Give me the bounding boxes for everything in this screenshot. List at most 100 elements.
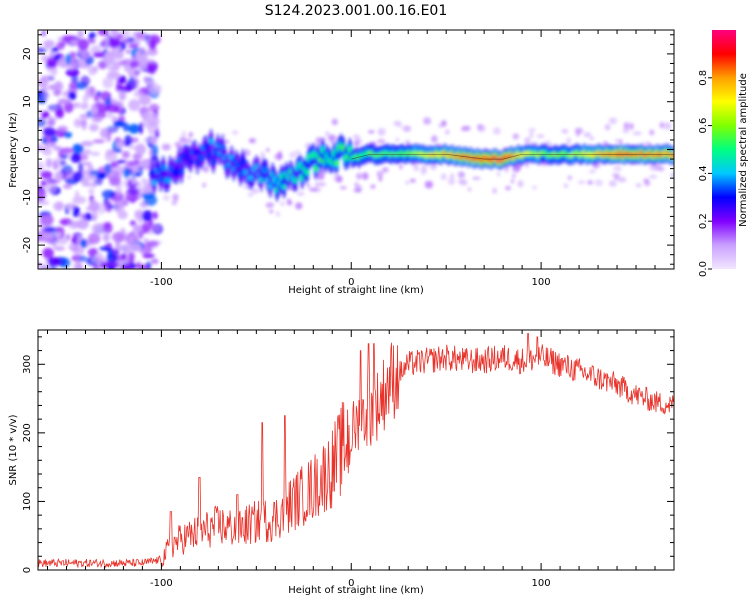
noise-blob	[110, 127, 116, 133]
ridge-speckle	[409, 178, 416, 183]
ridge-speckle	[441, 120, 447, 127]
noise-blob	[53, 145, 62, 151]
noise-blob	[135, 143, 146, 156]
ridge-speckle	[289, 151, 297, 158]
noise-blob	[91, 212, 98, 219]
noise-blob	[82, 161, 92, 166]
noise-blob	[57, 98, 72, 105]
colorbar-label: Normalized spectral amplitude	[738, 73, 749, 227]
ridge-speckle	[450, 173, 454, 179]
noise-blob	[83, 212, 93, 222]
noise-blob	[76, 218, 89, 230]
noise-blob	[104, 150, 118, 162]
noise-blob	[122, 199, 129, 206]
noise-blob	[52, 157, 66, 169]
heatmap-ylabel: Frequency (Hz)	[8, 112, 19, 188]
noise-blob	[112, 60, 121, 69]
heatmap-blobs	[38, 30, 674, 269]
ridge-speckle	[251, 188, 260, 194]
noise-blob	[38, 47, 47, 54]
noise-blob	[81, 176, 90, 187]
ridge-speckle	[379, 130, 384, 136]
heatmap-xlabel: Height of straight line (km)	[288, 285, 424, 296]
noise-blob	[99, 91, 111, 101]
heatmap-xtick-label: -100	[150, 277, 173, 288]
noise-blob	[42, 247, 54, 259]
noise-blob	[72, 205, 77, 218]
noise-blob	[131, 177, 137, 184]
noise-blob	[98, 61, 107, 70]
noise-blob	[142, 253, 155, 259]
noise-blob	[148, 39, 157, 50]
noise-blob	[40, 180, 47, 187]
noise-blob	[118, 91, 127, 101]
ridge-speckle	[512, 173, 516, 179]
noise-blob	[78, 213, 85, 218]
ridge-cell	[238, 171, 244, 178]
noise-blob	[120, 253, 127, 261]
noise-blob	[88, 200, 100, 213]
noise-blob	[80, 239, 87, 248]
noise-blob	[91, 111, 96, 123]
noise-blob	[104, 53, 115, 66]
ridge-speckle	[295, 202, 303, 210]
ridge-speckle	[472, 176, 481, 180]
noise-blob	[38, 142, 43, 147]
ridge-speckle	[577, 180, 586, 185]
ridge-speckle	[496, 171, 501, 177]
noise-blob	[70, 153, 82, 163]
noise-blob	[111, 231, 126, 243]
ridge-speckle	[354, 182, 359, 188]
snr-ytick-label: 100	[22, 492, 33, 511]
noise-blob	[41, 30, 46, 37]
noise-blob	[123, 167, 131, 179]
heatmap-xtick-label: 0	[348, 277, 354, 288]
noise-blob	[138, 47, 146, 56]
colorbar: 0.0 0.2 0.4 0.6 0.8 Normalized spectral ampl…	[698, 30, 749, 277]
noise-blob	[134, 172, 141, 177]
ridge-speckle	[327, 134, 337, 142]
noise-blob	[136, 264, 151, 269]
noise-blob	[77, 30, 84, 39]
noise-blob	[129, 243, 142, 252]
ridge-speckle	[587, 180, 594, 185]
noise-blob	[72, 196, 87, 205]
noise-blob	[142, 111, 155, 119]
heatmap-xtick-label: 100	[532, 277, 551, 288]
ridge-speckle	[604, 124, 611, 131]
colorbar-tick-label: 0.4	[698, 165, 709, 181]
ridge-speckle	[528, 128, 536, 132]
noise-blob	[115, 184, 123, 197]
noise-blob	[124, 134, 133, 147]
noise-blob	[74, 190, 80, 200]
noise-blob	[129, 60, 140, 69]
ridge-speckle	[583, 132, 592, 138]
ridge-speckle	[162, 195, 170, 201]
noise-blob	[38, 146, 47, 152]
ridge-speckle	[431, 136, 436, 143]
snr-ylabel: SNR (10 * v/v)	[8, 414, 19, 485]
ridge-speckle	[643, 178, 650, 183]
heatmap-ytick-label: 20	[22, 48, 33, 61]
ridge-speckle	[336, 175, 343, 183]
noise-blob	[47, 257, 62, 266]
ridge-cell	[206, 152, 212, 159]
ridge-speckle	[608, 180, 617, 187]
noise-blob	[90, 151, 101, 156]
noise-blob	[53, 54, 61, 60]
ridge-speckle	[461, 125, 471, 132]
ridge-speckle	[181, 130, 187, 138]
noise-blob	[128, 234, 141, 245]
ridge-speckle	[279, 201, 286, 207]
noise-blob	[40, 214, 54, 226]
ridge-speckle	[563, 183, 569, 188]
ridge-speckle	[632, 131, 642, 136]
noise-blob	[56, 42, 65, 51]
ridge-speckle	[567, 175, 573, 180]
noise-blob	[115, 140, 124, 149]
snr-ytick-label: 200	[22, 423, 33, 442]
ridge-speckle	[377, 139, 386, 144]
noise-blob	[38, 161, 45, 174]
noise-blob	[41, 91, 50, 101]
